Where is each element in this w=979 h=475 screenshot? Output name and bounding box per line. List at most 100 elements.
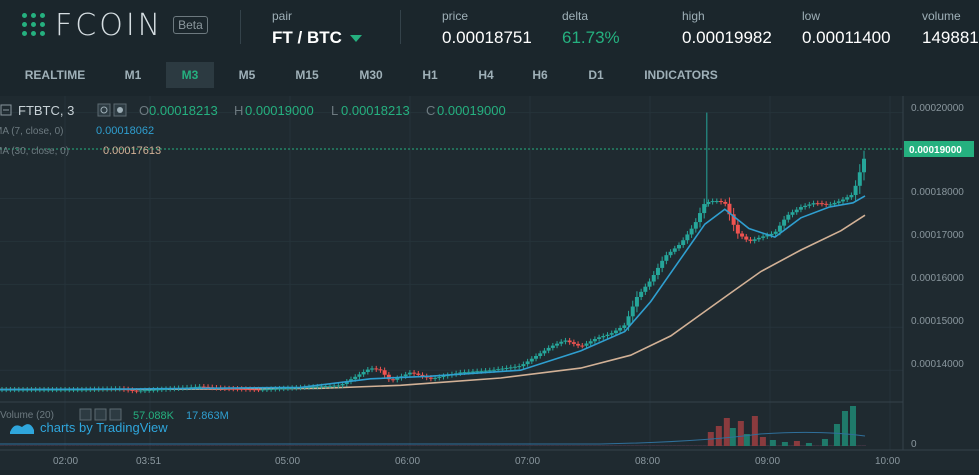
high-label: high xyxy=(682,9,705,23)
volume-bar xyxy=(491,445,496,446)
candle-body xyxy=(685,234,690,241)
candle-body xyxy=(559,341,564,344)
x-tick-label: 06:00 xyxy=(395,456,420,467)
volume-bar xyxy=(609,445,614,446)
candle-body xyxy=(592,338,597,342)
candle-body xyxy=(357,374,362,377)
volume-close-icon[interactable] xyxy=(109,408,122,421)
volume-bar xyxy=(252,445,257,446)
eye-icon[interactable] xyxy=(97,103,111,117)
volume-bar xyxy=(512,445,517,446)
candle-body xyxy=(323,386,328,388)
tab-m15[interactable]: M15 xyxy=(295,68,319,82)
volume-bar xyxy=(403,445,408,446)
volume-bar xyxy=(651,445,656,446)
volume-bar xyxy=(75,445,80,446)
tab-h4[interactable]: H4 xyxy=(478,68,494,82)
price-chart[interactable]: 0.00020000 0.00018000 0.00017000 0.00016… xyxy=(0,96,979,470)
candle-body xyxy=(676,245,681,249)
tab-m3[interactable]: M3 xyxy=(166,62,214,88)
candle-body xyxy=(693,222,698,229)
y-tick-label: 0.00020000 xyxy=(911,103,964,114)
header-divider xyxy=(240,10,241,44)
volume-bar xyxy=(378,445,383,446)
candle-body xyxy=(458,372,463,374)
volume-bar xyxy=(235,445,240,446)
candle-body xyxy=(807,204,812,206)
volume-bar xyxy=(769,440,776,446)
pair-label: pair xyxy=(272,9,293,23)
volume-bar xyxy=(819,445,824,446)
x-tick-label: 02:00 xyxy=(53,456,78,467)
y-tick-label: 0.00015000 xyxy=(911,316,964,327)
pair-selector[interactable]: FT / BTC xyxy=(272,28,362,48)
chart-panel[interactable]: 0.00020000 0.00018000 0.00017000 0.00016… xyxy=(0,96,979,470)
volume-bar xyxy=(151,445,156,446)
candle-body xyxy=(756,237,761,240)
volume-bar xyxy=(172,445,177,446)
tab-h1[interactable]: H1 xyxy=(422,68,438,82)
tradingview-link[interactable]: charts by TradingView xyxy=(40,420,168,435)
volume-bar xyxy=(58,445,63,446)
volume-bar xyxy=(134,445,139,446)
volume-bar xyxy=(805,443,812,446)
volume-bar xyxy=(67,445,72,446)
tab-m5[interactable]: M5 xyxy=(238,68,256,82)
candle-body xyxy=(761,236,766,238)
volume-bar xyxy=(634,445,639,446)
volume-bar xyxy=(323,445,328,446)
candle-body xyxy=(475,371,480,373)
collapse-icon[interactable] xyxy=(0,104,12,116)
gear-glyph xyxy=(117,107,123,113)
candle-body xyxy=(147,389,152,391)
volume-bar xyxy=(525,445,530,446)
ohlc-l-value: 0.00018213 xyxy=(341,103,410,118)
volume-eye-icon[interactable] xyxy=(79,408,92,421)
candle-body xyxy=(302,387,307,389)
volume-bar xyxy=(298,445,303,446)
volume-bar xyxy=(159,445,164,446)
volume-bar xyxy=(370,445,375,446)
ma30-value: 0.00017613 xyxy=(103,145,161,157)
volume-bar xyxy=(458,445,463,446)
ohlc-h-label: H xyxy=(234,103,243,118)
candle-body xyxy=(412,372,417,374)
volume-bar xyxy=(96,445,101,446)
candle-body xyxy=(361,371,366,375)
volume-bar xyxy=(63,445,68,446)
candle-body xyxy=(134,390,139,392)
volume-bar xyxy=(239,445,244,446)
volume-bar xyxy=(479,445,484,446)
volume-bar xyxy=(4,445,9,446)
candle-body xyxy=(824,203,829,205)
volume-bar xyxy=(563,445,568,446)
tab-m1[interactable]: M1 xyxy=(124,68,142,82)
tab-m30[interactable]: M30 xyxy=(359,68,383,82)
volume-bar xyxy=(698,445,703,446)
volume-ma-line xyxy=(0,431,866,445)
volume-bar xyxy=(8,445,13,446)
volume-bar xyxy=(138,445,143,446)
volume-bar xyxy=(793,441,800,446)
tab-d1[interactable]: D1 xyxy=(588,68,604,82)
tab-indicators[interactable]: INDICATORS xyxy=(644,68,718,82)
candle-body xyxy=(315,386,320,388)
volume-bar xyxy=(46,445,51,446)
x-tick-label: 08:00 xyxy=(635,456,660,467)
price-value: 0.00018751 xyxy=(442,28,532,47)
volume-bar xyxy=(508,445,513,446)
volume-bar xyxy=(109,445,114,446)
candle-body xyxy=(563,340,568,342)
volume-bar xyxy=(803,445,808,446)
candle-body xyxy=(609,333,614,335)
candle-body xyxy=(798,207,803,210)
volume-bar xyxy=(639,445,644,446)
volume-bar xyxy=(790,445,795,446)
candle-body xyxy=(819,203,824,205)
volume-gear-icon[interactable] xyxy=(94,408,107,421)
fcoin-logo[interactable]: FCOIN Beta xyxy=(22,8,208,43)
tab-realtime[interactable]: REALTIME xyxy=(24,68,86,82)
tab-h6[interactable]: H6 xyxy=(532,68,548,82)
candle-body xyxy=(735,224,740,234)
volume-bar xyxy=(672,445,677,446)
